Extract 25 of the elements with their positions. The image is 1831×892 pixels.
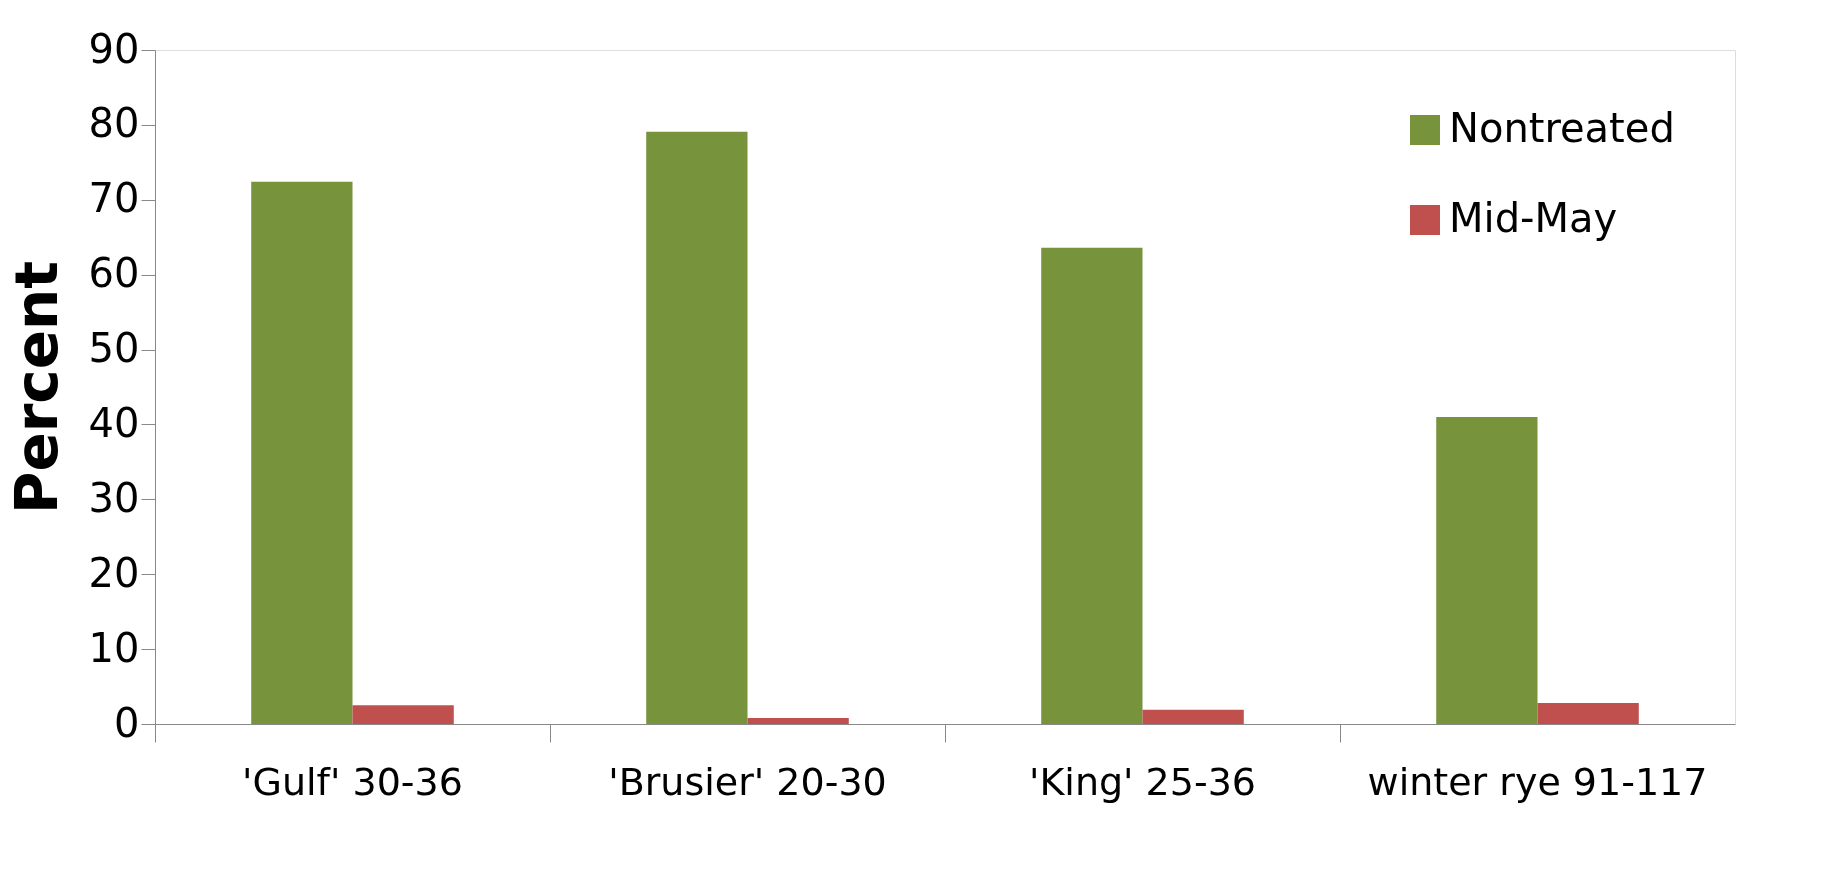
bar — [352, 705, 454, 724]
y-tick-label: 50 — [88, 325, 140, 372]
x-tick-label: 'Gulf' 30-36 — [242, 759, 463, 804]
y-tick-label: 80 — [88, 100, 140, 147]
y-axis-title: Percent — [2, 260, 71, 515]
y-tick-label: 20 — [88, 549, 140, 596]
x-tick-label: winter rye 91-117 — [1367, 759, 1708, 804]
y-tick-label: 40 — [88, 399, 140, 446]
legend-label: Nontreated — [1449, 105, 1675, 151]
x-tick-label: 'King' 25-36 — [1028, 759, 1257, 804]
bar — [251, 181, 353, 724]
bar — [1436, 416, 1538, 724]
legend-label: Mid-May — [1449, 195, 1618, 241]
y-tick-label: 10 — [88, 624, 140, 671]
y-tick-label: 90 — [88, 25, 140, 72]
bar — [747, 718, 849, 724]
y-tick-label: 30 — [88, 474, 140, 521]
y-tick-label: 70 — [88, 175, 140, 222]
y-tick-label: 0 — [114, 699, 140, 746]
bar — [1041, 247, 1143, 724]
bar — [646, 131, 748, 724]
bar — [1537, 703, 1639, 724]
y-tick-label: 60 — [88, 250, 140, 297]
x-tick-label: 'Brusier' 20-30 — [608, 759, 887, 804]
bar — [1142, 709, 1244, 724]
